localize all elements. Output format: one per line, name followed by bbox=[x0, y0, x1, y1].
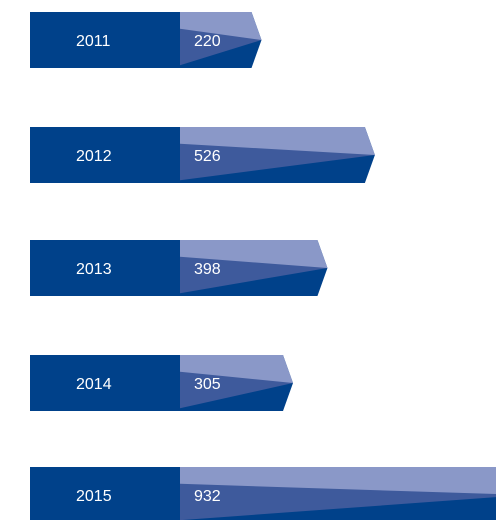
bar-shade-wedge-2013 bbox=[180, 256, 328, 294]
bar-shade-wedge-2011 bbox=[180, 28, 262, 66]
value-label-2015: 932 bbox=[194, 488, 221, 505]
year-block-2012 bbox=[30, 127, 180, 183]
bar-shade-wedge-2015 bbox=[180, 483, 496, 520]
year-block-2015 bbox=[30, 467, 180, 520]
year-block-2014 bbox=[30, 355, 180, 411]
value-label-2011: 220 bbox=[194, 33, 221, 50]
bar-shade-wedge-2014 bbox=[180, 371, 294, 409]
value-label-2012: 526 bbox=[194, 148, 221, 165]
year-label-2015: 2015 bbox=[76, 488, 112, 505]
year-label-2011: 2011 bbox=[76, 33, 111, 50]
value-label-2014: 305 bbox=[194, 376, 221, 393]
year-block-2011 bbox=[30, 12, 180, 68]
value-label-2013: 398 bbox=[194, 261, 221, 278]
year-label-2014: 2014 bbox=[76, 376, 112, 393]
year-label-2013: 2013 bbox=[76, 261, 112, 278]
year-block-2013 bbox=[30, 240, 180, 296]
year-label-2012: 2012 bbox=[76, 148, 112, 165]
bar-shade-wedge-2012 bbox=[180, 143, 375, 181]
